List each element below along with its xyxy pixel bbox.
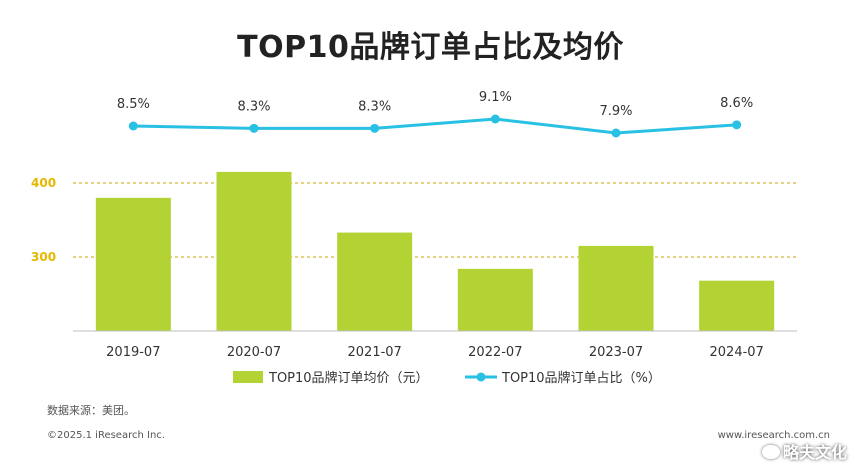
x-tick-label: 2023-07	[589, 345, 643, 360]
legend-bar-label: TOP10品牌订单均价（元）	[268, 370, 429, 386]
bar-2022-07	[457, 268, 533, 331]
line-point-2020-07	[249, 123, 259, 133]
legend-line-label: TOP10品牌订单占比（%）	[501, 370, 661, 386]
bar-2020-07	[216, 171, 292, 331]
y-tick-label: 400	[31, 176, 56, 190]
line-point-2021-07	[370, 123, 380, 133]
legend-line-marker	[476, 372, 486, 382]
line-data-label: 8.5%	[117, 97, 150, 112]
watermark: 略夫文化	[761, 439, 847, 463]
bar-2021-07	[337, 232, 413, 331]
bar-2024-07	[699, 280, 775, 331]
line-data-label: 8.6%	[720, 96, 753, 111]
chart-title: TOP10品牌订单占比及均价	[237, 30, 624, 65]
line-series	[133, 117, 737, 135]
x-tick-label: 2020-07	[227, 345, 281, 360]
copyright: ©2025.1 iResearch Inc.	[47, 430, 165, 441]
line-data-label: 8.3%	[237, 99, 270, 114]
data-source: 数据来源：美团。	[47, 404, 135, 417]
legend-bar-swatch	[233, 371, 263, 383]
line-data-label: 8.3%	[358, 99, 391, 114]
bar-2019-07	[95, 197, 171, 331]
x-tick-label: 2021-07	[348, 345, 402, 360]
y-tick-label: 300	[31, 250, 56, 264]
bar-2023-07	[578, 245, 654, 331]
weibo-icon	[761, 445, 780, 459]
line-point-2023-07	[611, 128, 621, 138]
line-point-2024-07	[732, 120, 742, 130]
line-data-label: 9.1%	[479, 90, 512, 105]
x-tick-label: 2022-07	[468, 345, 522, 360]
line-point-2019-07	[128, 121, 138, 131]
line-point-2022-07	[490, 114, 500, 124]
site-url: www.iresearch.com.cn	[717, 430, 830, 441]
watermark-text: 略夫文化	[782, 443, 847, 462]
line-data-label: 7.9%	[599, 104, 632, 119]
x-tick-label: 2019-07	[106, 345, 160, 360]
x-tick-label: 2024-07	[710, 345, 764, 360]
